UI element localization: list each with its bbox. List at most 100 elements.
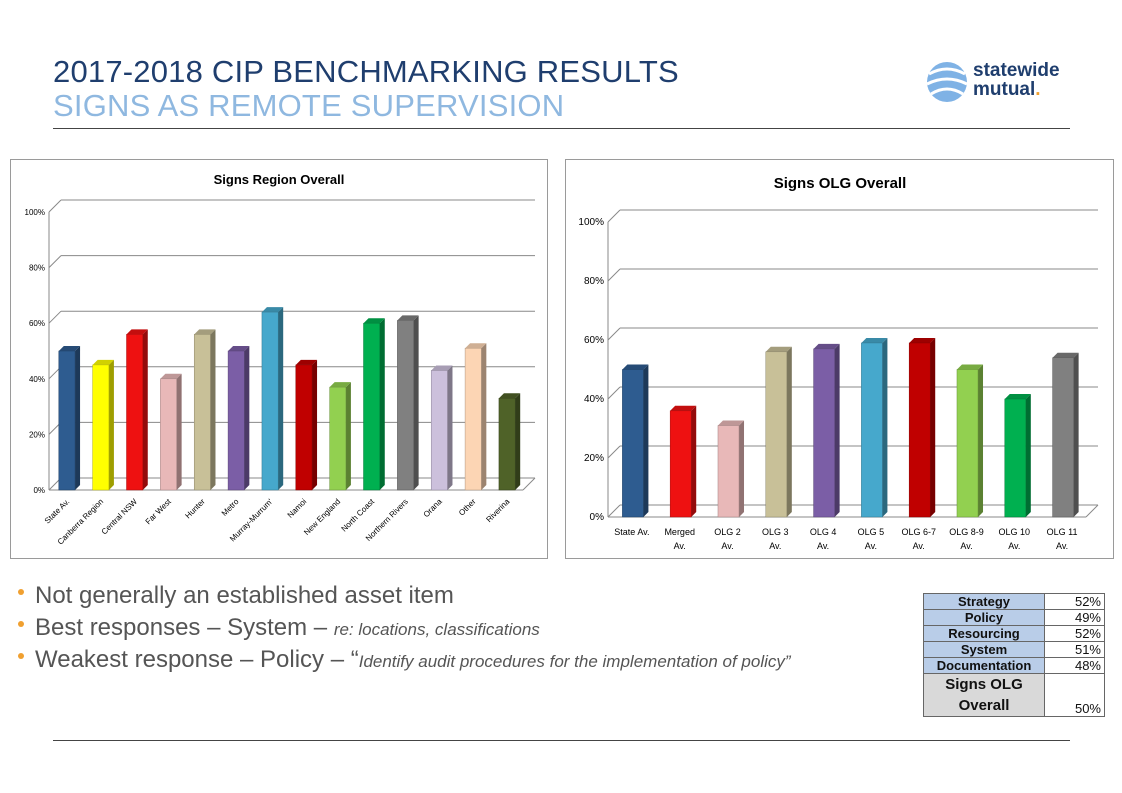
bar — [669, 410, 692, 518]
header-divider — [53, 128, 1070, 129]
row-value: 51% — [1044, 641, 1105, 658]
total-label: Overall — [958, 697, 1010, 714]
bar — [295, 364, 313, 491]
bar-top — [670, 405, 697, 411]
bar-top — [861, 337, 888, 343]
x-category-label: OLG 11 — [1047, 527, 1078, 537]
summary-table: Strategy 52% Policy 49% Resourcing 52% Syst… — [923, 593, 1105, 717]
region-chart-panel: Signs Region Overall 0% 20% 40% 60% 80% 100% St… — [10, 159, 548, 559]
floor-edge — [522, 477, 536, 491]
x-category-label: Av. — [913, 541, 925, 551]
olg-chart-panel: Signs OLG Overall 0% 20% 40% 60% 80% 100% State… — [565, 159, 1114, 559]
row-label: Strategy — [923, 593, 1045, 610]
x-category-label: State Av. — [614, 527, 649, 537]
row-label: Resourcing — [923, 625, 1045, 642]
grid-line — [607, 209, 621, 223]
row-label: Policy — [923, 609, 1045, 626]
bar-top — [329, 382, 351, 388]
grid-line — [607, 504, 621, 518]
table-row: Policy 49% — [923, 609, 1105, 626]
grid-line — [48, 255, 62, 268]
bar-top — [813, 343, 840, 349]
bar-top — [194, 329, 216, 335]
bar-top — [397, 315, 419, 321]
bar — [58, 350, 76, 491]
page-subtitle: SIGNS AS REMOTE SUPERVISION — [53, 88, 565, 123]
logo-text-line1: statewide — [973, 60, 1060, 81]
bar-top — [92, 359, 114, 365]
bar-side — [1025, 394, 1031, 517]
table-row: Documentation 48% — [923, 657, 1105, 674]
y-tick-label: 60% — [584, 335, 604, 346]
bar — [227, 350, 245, 491]
x-category-label: Av. — [674, 541, 686, 551]
bar — [430, 370, 448, 491]
x-category-label: Av. — [1056, 541, 1068, 551]
x-category-label: Metro — [220, 497, 241, 518]
bar-side — [75, 346, 81, 490]
bar — [765, 351, 788, 518]
bar-top — [909, 337, 936, 343]
bar-side — [739, 420, 745, 517]
region-bar-chart: Signs Region Overall 0% 20% 40% 60% 80% 100% St… — [25, 172, 536, 547]
statewide-mutual-logo: statewide mutual. — [925, 58, 1075, 108]
x-category-label: OLG 4 — [810, 527, 837, 537]
table-row: Strategy 52% — [923, 593, 1105, 610]
globe-icon — [926, 62, 968, 102]
bar-top — [1052, 352, 1079, 358]
bar-top — [498, 393, 521, 399]
bullet-icon — [18, 653, 24, 659]
y-tick-label: 100% — [25, 208, 45, 217]
x-category-label: OLG 2 — [714, 527, 741, 537]
bar — [1052, 357, 1074, 518]
bar-side — [691, 405, 697, 517]
grid-line — [607, 445, 621, 459]
bar-top — [465, 343, 487, 349]
bar-side — [1073, 352, 1079, 517]
bar-side — [882, 337, 888, 517]
bar-top — [126, 329, 148, 335]
chart-title: Signs OLG Overall — [774, 175, 907, 192]
bar — [363, 322, 381, 491]
x-category-label: Orana — [422, 497, 444, 519]
bar-top — [717, 420, 745, 426]
x-category-label: Merged — [664, 527, 695, 537]
row-value: 52% — [1044, 625, 1105, 642]
bar-side — [210, 329, 216, 490]
footer-divider — [53, 740, 1070, 741]
floor-edge — [1085, 504, 1099, 518]
x-category-label: Hunter — [183, 497, 207, 521]
total-row: Signs OLG Overall 50% — [923, 673, 1105, 717]
x-category-label: Far West — [144, 497, 174, 527]
table-row: Resourcing 52% — [923, 625, 1105, 642]
bar-side — [643, 364, 649, 517]
x-category-label: State Av. — [43, 497, 71, 525]
bar-side — [834, 343, 840, 517]
bar-side — [978, 364, 984, 517]
findings-list: Not generally an established asset item … — [18, 582, 918, 678]
bar — [908, 342, 931, 518]
table-row: System 51% — [923, 641, 1105, 658]
bar — [397, 320, 414, 491]
bar-side — [481, 343, 487, 490]
bullet-icon — [18, 589, 24, 595]
y-tick-label: 0% — [33, 486, 45, 495]
chart-title: Signs Region Overall — [214, 172, 345, 187]
bar — [498, 398, 516, 491]
logo-dot: . — [1035, 79, 1041, 100]
row-label: Documentation — [923, 657, 1045, 674]
bar-top — [261, 307, 284, 313]
bullet-text: Weakest response – Policy – “ — [35, 646, 359, 673]
total-value: 50% — [1044, 673, 1105, 717]
bar-side — [786, 346, 792, 517]
x-category-label: Central NSW — [100, 497, 140, 537]
bar — [464, 347, 482, 491]
bar — [717, 425, 740, 518]
x-category-label: Av. — [1008, 541, 1020, 551]
bar-side — [345, 382, 351, 490]
x-category-label: OLG 8-9 — [949, 527, 984, 537]
logo-text-line2: mutual — [973, 79, 1036, 100]
bullet-detail: Identify audit procedures for the implem… — [358, 652, 791, 671]
y-tick-label: 40% — [29, 375, 45, 384]
bar-side — [142, 329, 148, 490]
